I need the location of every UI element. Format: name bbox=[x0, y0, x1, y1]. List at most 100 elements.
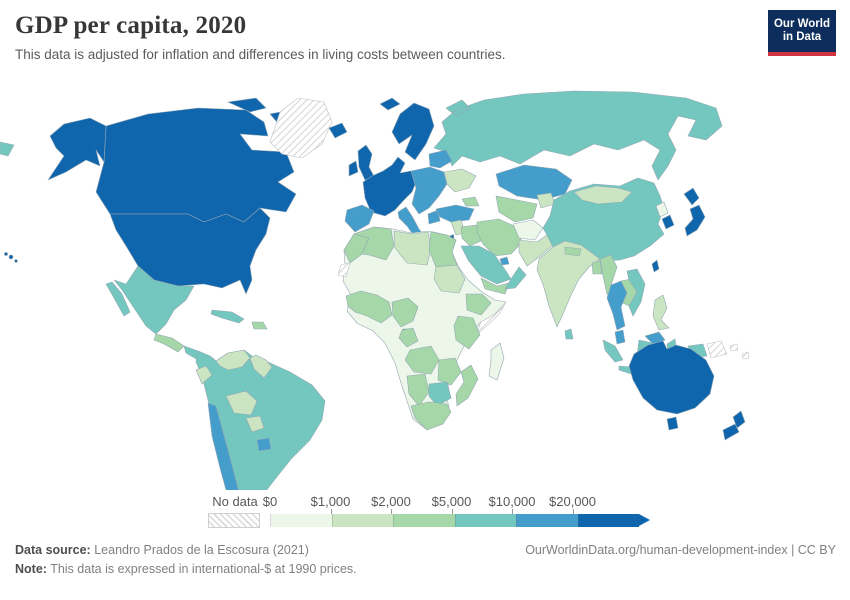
country-sri-lanka[interactable] bbox=[564, 328, 574, 340]
country-chile[interactable] bbox=[207, 402, 245, 490]
region-nigeria-cameroon[interactable] bbox=[391, 297, 419, 328]
country-north-korea[interactable] bbox=[655, 201, 669, 218]
country-china[interactable] bbox=[542, 177, 665, 262]
owid-logo[interactable]: Our World in Data bbox=[768, 10, 836, 56]
country-south-korea[interactable] bbox=[661, 214, 675, 230]
country-bangladesh[interactable] bbox=[591, 260, 603, 275]
country-australia[interactable] bbox=[628, 340, 715, 431]
legend-no-data-label: No data bbox=[212, 494, 258, 509]
country-thailand[interactable] bbox=[606, 280, 628, 331]
legend-swatch-5[interactable] bbox=[577, 514, 639, 527]
country-namibia[interactable] bbox=[406, 373, 430, 407]
world-map bbox=[0, 88, 850, 490]
chart-header: GDP per capita, 2020 This data is adjust… bbox=[15, 12, 755, 62]
country-bolivia[interactable] bbox=[225, 390, 258, 416]
country-paraguay[interactable] bbox=[245, 415, 265, 433]
legend-swatch-1[interactable] bbox=[331, 514, 393, 527]
country-madagascar[interactable] bbox=[488, 342, 505, 381]
legend-swatch-3[interactable] bbox=[454, 514, 516, 527]
country-sudan[interactable] bbox=[433, 264, 466, 294]
country-hawaii[interactable] bbox=[4, 252, 8, 256]
region-iberia[interactable] bbox=[344, 204, 375, 233]
country-malaysia[interactable] bbox=[614, 329, 666, 345]
legend-stop-label: $5,000 bbox=[431, 494, 472, 509]
country-hawaii[interactable] bbox=[14, 259, 18, 263]
country-vietnam[interactable] bbox=[626, 268, 646, 317]
country-india[interactable] bbox=[536, 240, 601, 328]
region-pacific-islands[interactable] bbox=[729, 343, 750, 360]
country-libya[interactable] bbox=[393, 230, 432, 266]
owid-logo-line2: in Data bbox=[782, 31, 822, 43]
region-east-africa[interactable] bbox=[453, 315, 481, 350]
country-uruguay[interactable] bbox=[256, 437, 272, 452]
country-japan[interactable] bbox=[683, 187, 706, 237]
country-greenland[interactable] bbox=[269, 97, 333, 159]
country-ireland[interactable] bbox=[348, 160, 359, 177]
country-new-zealand[interactable] bbox=[722, 410, 746, 441]
country-angola[interactable] bbox=[404, 345, 440, 375]
country-venezuela[interactable] bbox=[215, 349, 251, 371]
chart-title: GDP per capita, 2020 bbox=[15, 12, 247, 39]
country-algeria[interactable] bbox=[353, 226, 395, 261]
country-iceland[interactable] bbox=[328, 122, 348, 139]
country-oman[interactable] bbox=[504, 266, 527, 290]
country-ukraine[interactable] bbox=[443, 168, 477, 193]
region-west-africa[interactable] bbox=[345, 290, 393, 324]
country-mongolia[interactable] bbox=[573, 185, 633, 205]
region-eastern-europe[interactable] bbox=[410, 166, 448, 215]
owid-link[interactable]: OurWorldinData.org/human-development-ind… bbox=[525, 543, 836, 557]
country-afghanistan[interactable] bbox=[512, 219, 544, 241]
country-botswana[interactable] bbox=[428, 381, 452, 407]
legend-no-data-swatch[interactable] bbox=[208, 513, 260, 528]
legend-swatch-0[interactable] bbox=[270, 514, 332, 527]
legend-stop-label: $0 bbox=[262, 494, 278, 509]
country-greece[interactable] bbox=[427, 209, 441, 225]
country-philippines[interactable] bbox=[652, 294, 670, 331]
country-russia-east-tip[interactable] bbox=[0, 141, 15, 157]
region-svalbard[interactable] bbox=[379, 97, 401, 111]
country-alaska[interactable] bbox=[47, 117, 107, 181]
data-source-line: Data source: Leandro Prados de la Escosu… bbox=[15, 543, 309, 557]
country-kazakhstan[interactable] bbox=[495, 164, 573, 201]
region-caucasus[interactable] bbox=[461, 196, 480, 207]
country-hawaii[interactable] bbox=[8, 254, 14, 260]
region-central-america-north[interactable] bbox=[153, 333, 185, 353]
country-canada[interactable] bbox=[95, 97, 299, 223]
region-western-europe[interactable] bbox=[362, 156, 418, 217]
country-nepal[interactable] bbox=[564, 246, 582, 257]
country-mozambique[interactable] bbox=[455, 364, 479, 407]
country-hispaniola[interactable] bbox=[251, 321, 268, 330]
country-papua-new-guinea[interactable] bbox=[706, 340, 728, 359]
legend-swatch-4[interactable] bbox=[516, 514, 578, 527]
note-line: Note: This data is expressed in internat… bbox=[15, 562, 357, 576]
country-egypt[interactable] bbox=[428, 231, 458, 268]
country-ethiopia[interactable] bbox=[465, 293, 492, 316]
country-united-kingdom[interactable] bbox=[357, 144, 376, 181]
legend-arrow bbox=[639, 514, 650, 526]
legend-swatches bbox=[270, 514, 650, 527]
owid-logo-line1: Our World bbox=[773, 18, 830, 30]
country-mexico[interactable] bbox=[105, 265, 195, 335]
country-iran[interactable] bbox=[476, 218, 523, 257]
region-gabon-congo[interactable] bbox=[398, 327, 419, 348]
country-ecuador[interactable] bbox=[195, 365, 213, 385]
legend-bar: $0 $1,000 $2,000 $5,000 $10,000 $20,000 bbox=[263, 494, 665, 534]
legend-tick bbox=[572, 509, 574, 514]
region-central-asia[interactable] bbox=[495, 195, 538, 223]
legend-stop-label: $1,000 bbox=[310, 494, 351, 509]
country-russia[interactable] bbox=[433, 90, 723, 181]
region-guyanas[interactable] bbox=[249, 354, 273, 379]
country-taiwan[interactable] bbox=[651, 259, 660, 273]
legend-no-data: No data bbox=[208, 494, 262, 528]
country-pakistan[interactable] bbox=[518, 234, 554, 267]
region-gulf-states[interactable] bbox=[499, 256, 510, 266]
legend-swatch-2[interactable] bbox=[393, 514, 455, 527]
region-baltics-belarus[interactable] bbox=[428, 149, 453, 169]
region-western-sahara[interactable] bbox=[337, 262, 351, 278]
region-zambia-zimbabwe[interactable] bbox=[437, 357, 462, 386]
country-south-africa[interactable] bbox=[410, 401, 452, 431]
country-cuba[interactable] bbox=[210, 309, 245, 324]
region-scandinavia[interactable] bbox=[391, 102, 435, 161]
country-turkey[interactable] bbox=[435, 204, 475, 223]
